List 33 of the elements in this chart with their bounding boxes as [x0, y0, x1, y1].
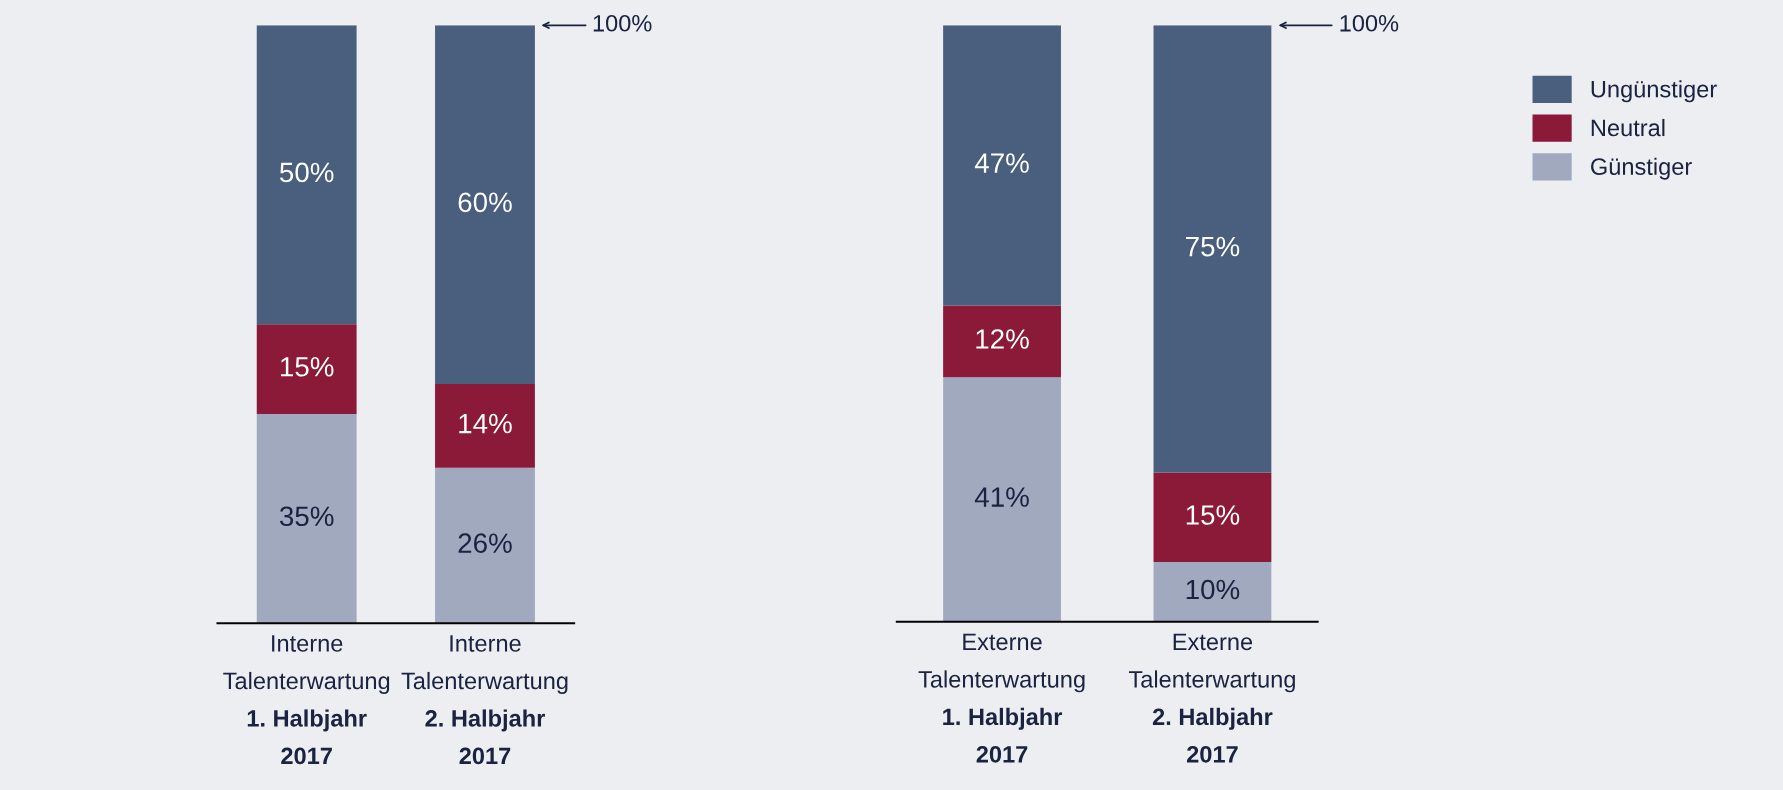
- data-label: 50%: [279, 162, 334, 183]
- bar: [943, 377, 1061, 622]
- x-tick-label: Externe Talenterwartung 1. Halbjahr 2017: [918, 633, 1085, 763]
- bar: [435, 25, 535, 385]
- text: 100%: [593, 14, 652, 32]
- x-tick-label: Interne Talenterwartung 2. Halbjahr 2017: [401, 635, 568, 765]
- bar: [256, 25, 357, 325]
- data-label: 26%: [458, 533, 512, 554]
- bar: [256, 324, 357, 414]
- bar: [1153, 25, 1272, 473]
- data-label: 60%: [458, 192, 512, 213]
- data-label: 35%: [279, 506, 334, 527]
- text: 100%: [1340, 14, 1399, 32]
- data-label: 14%: [459, 413, 512, 434]
- data-label: 41%: [974, 487, 1029, 507]
- bar: [256, 414, 357, 624]
- data-label: 10%: [1186, 579, 1240, 600]
- legend-label: Ungünstiger: [1591, 80, 1717, 103]
- bar: [1153, 472, 1272, 563]
- bar: [943, 305, 1061, 378]
- data-label: 47%: [974, 153, 1029, 173]
- legend-label: Günstiger: [1591, 157, 1692, 180]
- data-label: 12%: [976, 329, 1029, 349]
- data-label: 75%: [1186, 236, 1240, 257]
- bar: [435, 467, 535, 624]
- data-label: 15%: [281, 357, 334, 377]
- x-tick-label: Externe Talenterwartung 2. Halbjahr 2017: [1128, 633, 1295, 763]
- bar: [1153, 562, 1272, 622]
- bar: [943, 25, 1061, 306]
- x-tick-label: Interne Talenterwartung 1. Halbjahr 2017: [223, 635, 390, 765]
- data-label: 15%: [1186, 505, 1240, 525]
- bar: [435, 384, 535, 468]
- legend-label: Neutral: [1591, 118, 1665, 137]
